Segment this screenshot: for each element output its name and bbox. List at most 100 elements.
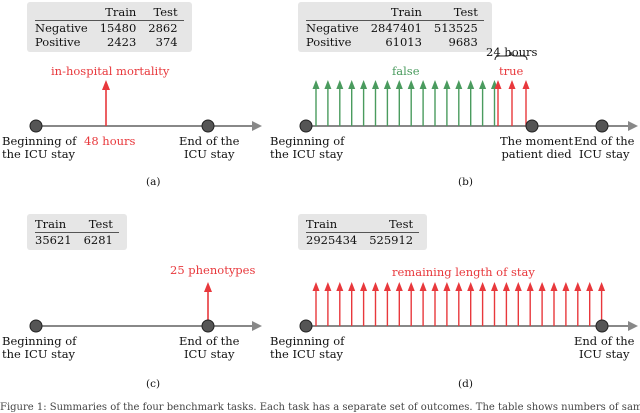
true-prediction-arrow-head <box>494 80 502 89</box>
table-cell: Negative <box>306 21 359 35</box>
sample-count-table: Train Test 2925434 525912 <box>298 214 428 250</box>
los-prediction-arrow-head <box>360 282 368 291</box>
phenotype-arrowhead <box>204 282 212 292</box>
los-prediction-arrow-head <box>336 282 344 291</box>
sample-count-table: Train Test Negative 15480 2862 Positive … <box>27 2 192 52</box>
false-prediction-arrow-head <box>312 80 320 89</box>
table-cell: 6281 <box>83 233 113 247</box>
los-prediction-arrow-head <box>383 282 391 291</box>
panel-d: Train Test 2925434 525912 remaining leng… <box>264 206 640 402</box>
event-label: in-hospital mortality <box>51 64 170 78</box>
false-label: false <box>392 64 420 78</box>
start-label: Beginning of the ICU stay <box>2 334 77 361</box>
table-header: Train <box>364 5 428 21</box>
caption: (b) <box>458 176 473 188</box>
los-prediction-arrow-head <box>455 282 463 291</box>
timeline-arrowhead <box>628 321 638 331</box>
timeline-arrowhead <box>628 121 638 131</box>
table-cell: 2423 <box>107 35 137 49</box>
table-cell: Negative <box>35 21 88 35</box>
los-prediction-arrow-head <box>479 282 487 291</box>
start-label: Beginning of the ICU stay <box>270 134 345 161</box>
death-label: The moment patient died <box>500 134 574 161</box>
end-node <box>201 119 215 133</box>
false-prediction-arrow-head <box>372 80 379 89</box>
table-header: Test <box>427 5 484 21</box>
table-cell: 35621 <box>35 233 72 247</box>
los-prediction-arrow-head <box>372 282 379 291</box>
table-cell: 2847401 <box>370 21 422 35</box>
caption: (c) <box>146 378 161 390</box>
false-prediction-arrow-head <box>455 80 463 89</box>
table-cell: 513525 <box>433 21 478 35</box>
start-node <box>299 319 313 333</box>
table-header <box>306 5 365 21</box>
sample-count-table: Train Test 35621 6281 <box>27 214 127 250</box>
caption: (a) <box>146 176 161 188</box>
panel-c: Train Test 35621 6281 25 phenotypes Begi… <box>0 206 320 402</box>
los-prediction-arrow-head <box>407 282 415 291</box>
panel-d-diagram <box>299 282 638 333</box>
window-brace <box>494 51 528 61</box>
end-label: End of the ICU stay <box>574 134 635 161</box>
start-label: Beginning of the ICU stay <box>270 334 345 361</box>
los-prediction-arrow-head <box>467 282 475 291</box>
table-cell: Positive <box>306 35 352 49</box>
end-label: End of the ICU stay <box>574 334 635 361</box>
los-prediction-arrow-head <box>419 282 427 291</box>
table-cell: 374 <box>155 35 178 49</box>
table-cell: 9683 <box>448 35 478 49</box>
false-prediction-arrow-head <box>407 80 415 89</box>
table-header: Test <box>363 217 420 233</box>
event-label: 25 phenotypes <box>170 263 256 277</box>
los-prediction-arrow-head <box>586 282 594 291</box>
table-cell: Positive <box>35 35 81 49</box>
los-prediction-arrow-head <box>491 282 498 291</box>
los-prediction-arrow-head <box>348 282 356 291</box>
los-prediction-arrow-head <box>526 282 534 291</box>
table-header: Train <box>35 217 78 233</box>
start-label: Beginning of the ICU stay <box>2 134 77 161</box>
false-prediction-arrow-head <box>395 80 403 89</box>
false-prediction-arrow-head <box>360 80 368 89</box>
los-prediction-arrow-head <box>443 282 451 291</box>
panel-b: Train Test Negative 2847401 513525 Posit… <box>264 0 640 200</box>
los-prediction-arrow-head <box>538 282 546 291</box>
false-prediction-arrow-head <box>443 80 451 89</box>
los-prediction-arrow-head <box>312 282 320 291</box>
los-prediction-arrow-head <box>574 282 582 291</box>
start-node <box>29 319 43 333</box>
table-cell: 2862 <box>148 21 178 35</box>
panel-a: Train Test Negative 15480 2862 Positive … <box>0 0 320 200</box>
start-node <box>29 119 43 133</box>
sample-count-table: Train Test Negative 2847401 513525 Posit… <box>298 2 492 52</box>
timeline-arrowhead <box>252 321 262 331</box>
los-prediction-arrow-head <box>550 282 558 291</box>
end-label: End of the ICU stay <box>179 334 240 361</box>
table-header: Test <box>77 217 119 233</box>
false-prediction-arrow-head <box>336 80 344 89</box>
false-prediction-arrow-head <box>431 80 439 89</box>
los-prediction-arrow-head <box>514 282 522 291</box>
death-node <box>525 119 539 133</box>
false-prediction-arrow-head <box>348 80 356 89</box>
false-prediction-arrow-head <box>479 80 487 89</box>
table-cell: 61013 <box>385 35 422 49</box>
false-prediction-arrow-head <box>324 80 332 89</box>
window-label: 24 hours <box>486 45 538 59</box>
los-prediction-arrow-head <box>431 282 439 291</box>
end-node <box>595 319 609 333</box>
false-prediction-arrow-head <box>419 80 427 89</box>
start-node <box>299 119 313 133</box>
table-header <box>35 5 94 21</box>
panel-b-diagram <box>299 51 638 133</box>
panel-a-diagram <box>29 80 262 133</box>
table-cell: 2925434 <box>306 233 358 247</box>
los-prediction-arrow-head <box>324 282 332 291</box>
los-prediction-arrow-head <box>395 282 403 291</box>
false-prediction-arrow-head <box>467 80 475 89</box>
end-label: End of the ICU stay <box>179 134 240 161</box>
end-node <box>201 319 215 333</box>
caption: (d) <box>458 378 473 390</box>
panel-c-diagram <box>29 282 262 333</box>
